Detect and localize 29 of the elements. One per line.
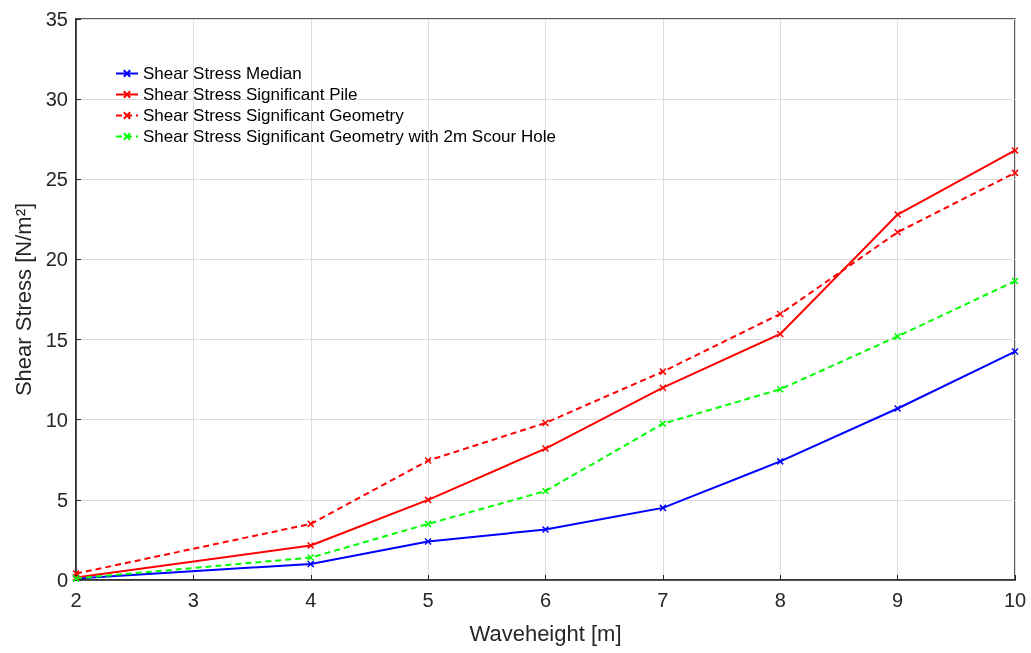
x-axis-title: Waveheight [m] (469, 620, 622, 646)
point (424, 520, 432, 528)
point (893, 332, 902, 341)
y-tick-label: 30 (45, 88, 68, 111)
legend-label: Shear Stress Significant Geometry with 2m Scour Hole (143, 127, 556, 146)
y-tick-label: 10 (45, 408, 68, 431)
point (541, 525, 550, 534)
point (659, 504, 667, 512)
x-tick-label: 4 (305, 589, 317, 611)
legend-label: Shear Stress Median (143, 64, 302, 83)
y-tick-label: 25 (45, 168, 68, 191)
y-axis-title: Shear Stress [N/m²] (10, 202, 36, 397)
x-tick-label: 8 (774, 589, 786, 611)
legend-label: Shear Stress Significant Pile (143, 85, 358, 104)
point (424, 496, 432, 504)
y-tick-label: 15 (45, 328, 68, 351)
x-tick-label: 5 (422, 589, 434, 611)
x-tick-label: 7 (657, 589, 669, 611)
x-tick-label: 3 (187, 589, 199, 611)
y-tick-label: 0 (56, 569, 68, 591)
x-tick-label: 10 (1003, 589, 1027, 611)
y-tick-label: 5 (56, 488, 68, 511)
legend-label: Shear Stress Significant Geometry (143, 106, 405, 125)
y-tick-label: 35 (45, 8, 68, 30)
x-tick-label: 2 (70, 589, 82, 611)
x-tick-label: 9 (892, 589, 904, 611)
point (776, 385, 784, 394)
y-tick-label: 20 (45, 248, 68, 271)
x-tick-label: 6 (539, 589, 552, 611)
